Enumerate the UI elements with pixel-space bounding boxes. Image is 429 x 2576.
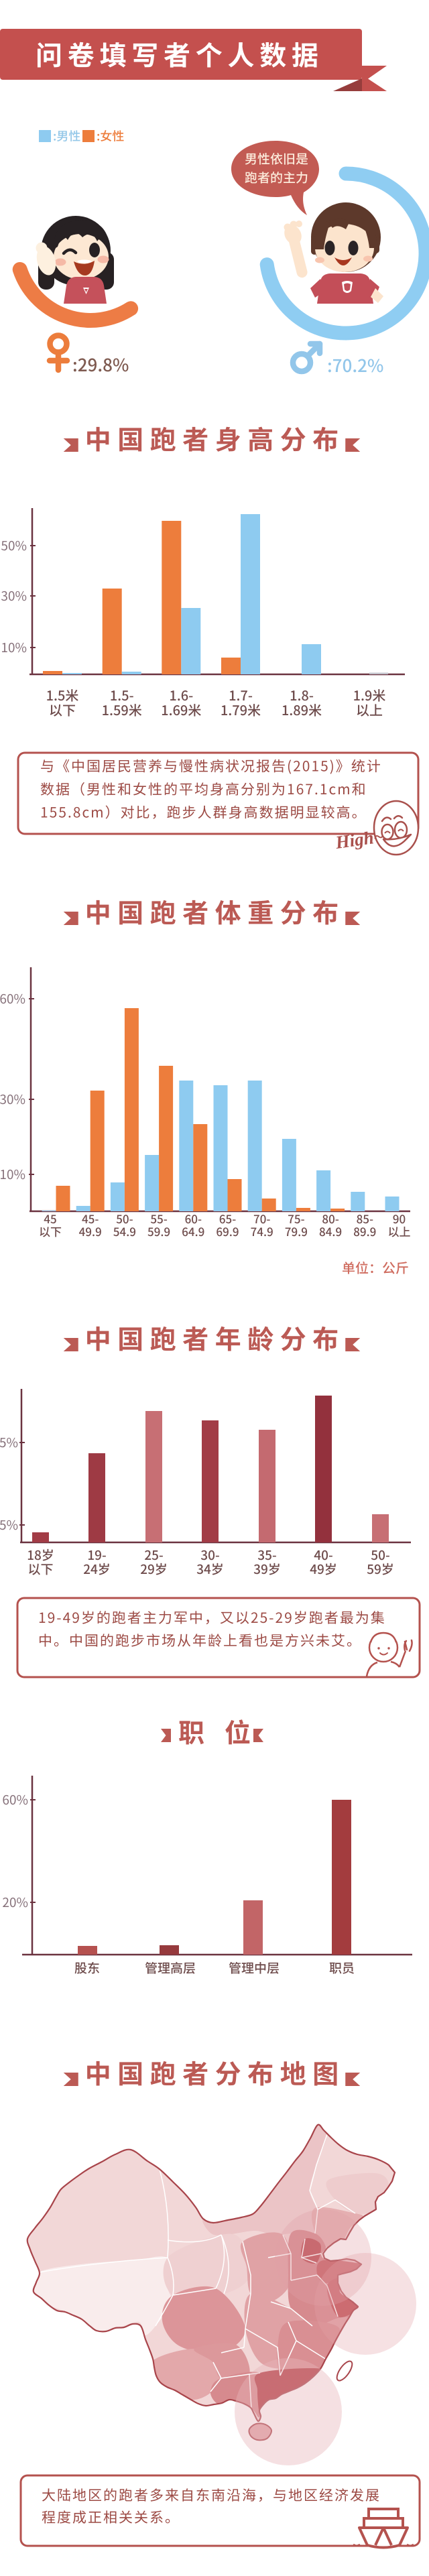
svg-text:High~: High~	[334, 826, 385, 853]
